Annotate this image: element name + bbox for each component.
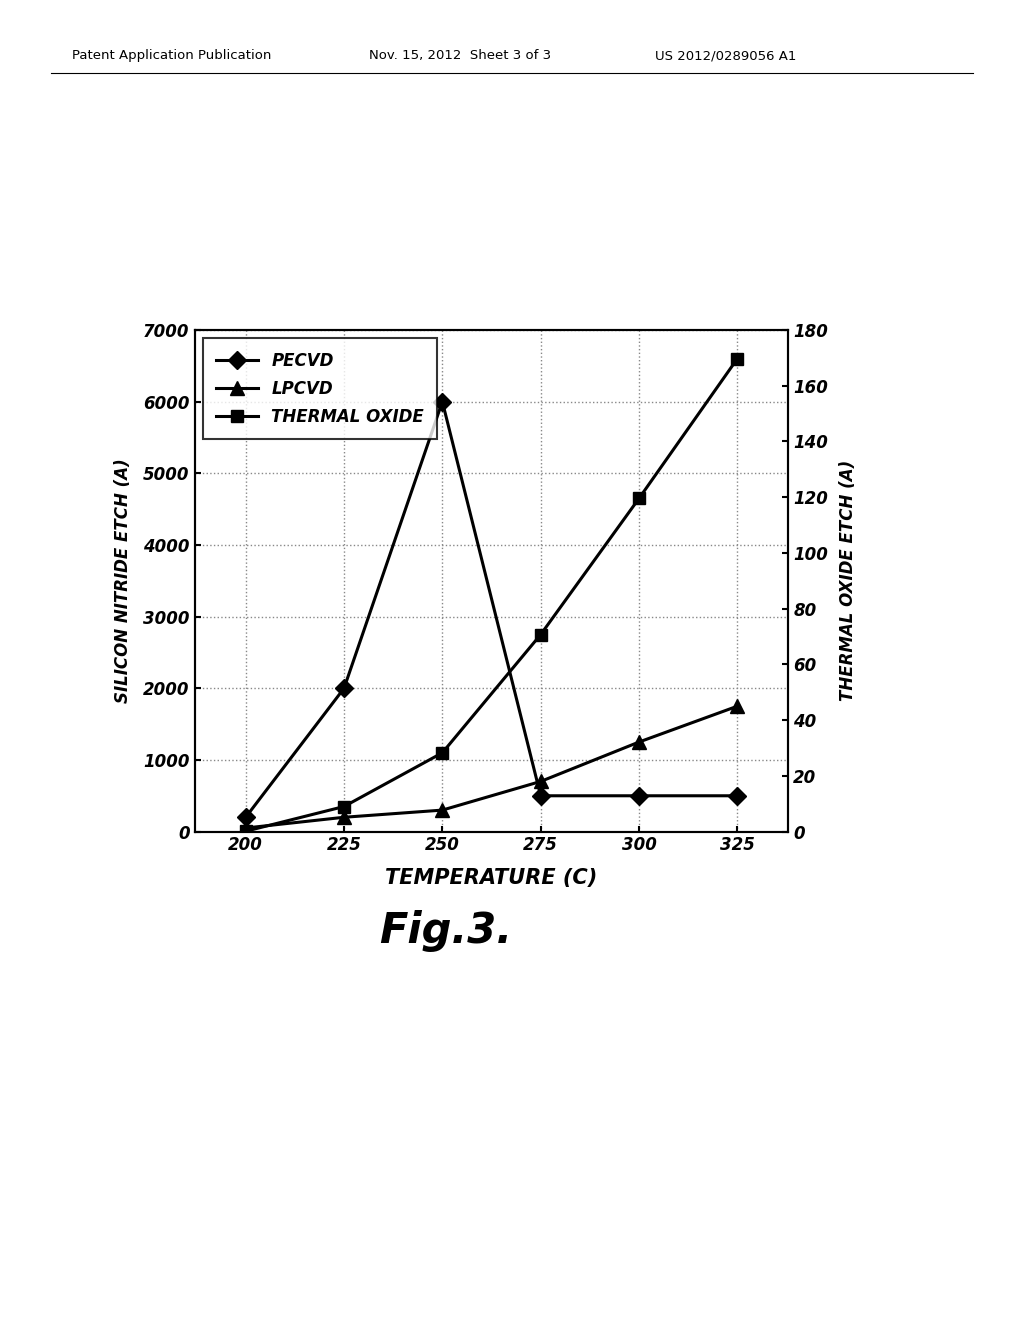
Legend: PECVD, LPCVD, THERMAL OXIDE: PECVD, LPCVD, THERMAL OXIDE bbox=[203, 338, 437, 440]
X-axis label: TEMPERATURE (C): TEMPERATURE (C) bbox=[385, 869, 598, 888]
Y-axis label: THERMAL OXIDE ETCH (A): THERMAL OXIDE ETCH (A) bbox=[840, 461, 857, 701]
Text: Nov. 15, 2012  Sheet 3 of 3: Nov. 15, 2012 Sheet 3 of 3 bbox=[369, 49, 551, 62]
Y-axis label: SILICON NITRIDE ETCH (A): SILICON NITRIDE ETCH (A) bbox=[114, 458, 132, 704]
Text: Patent Application Publication: Patent Application Publication bbox=[72, 49, 271, 62]
Text: US 2012/0289056 A1: US 2012/0289056 A1 bbox=[655, 49, 797, 62]
Text: Fig.3.: Fig.3. bbox=[379, 909, 512, 952]
